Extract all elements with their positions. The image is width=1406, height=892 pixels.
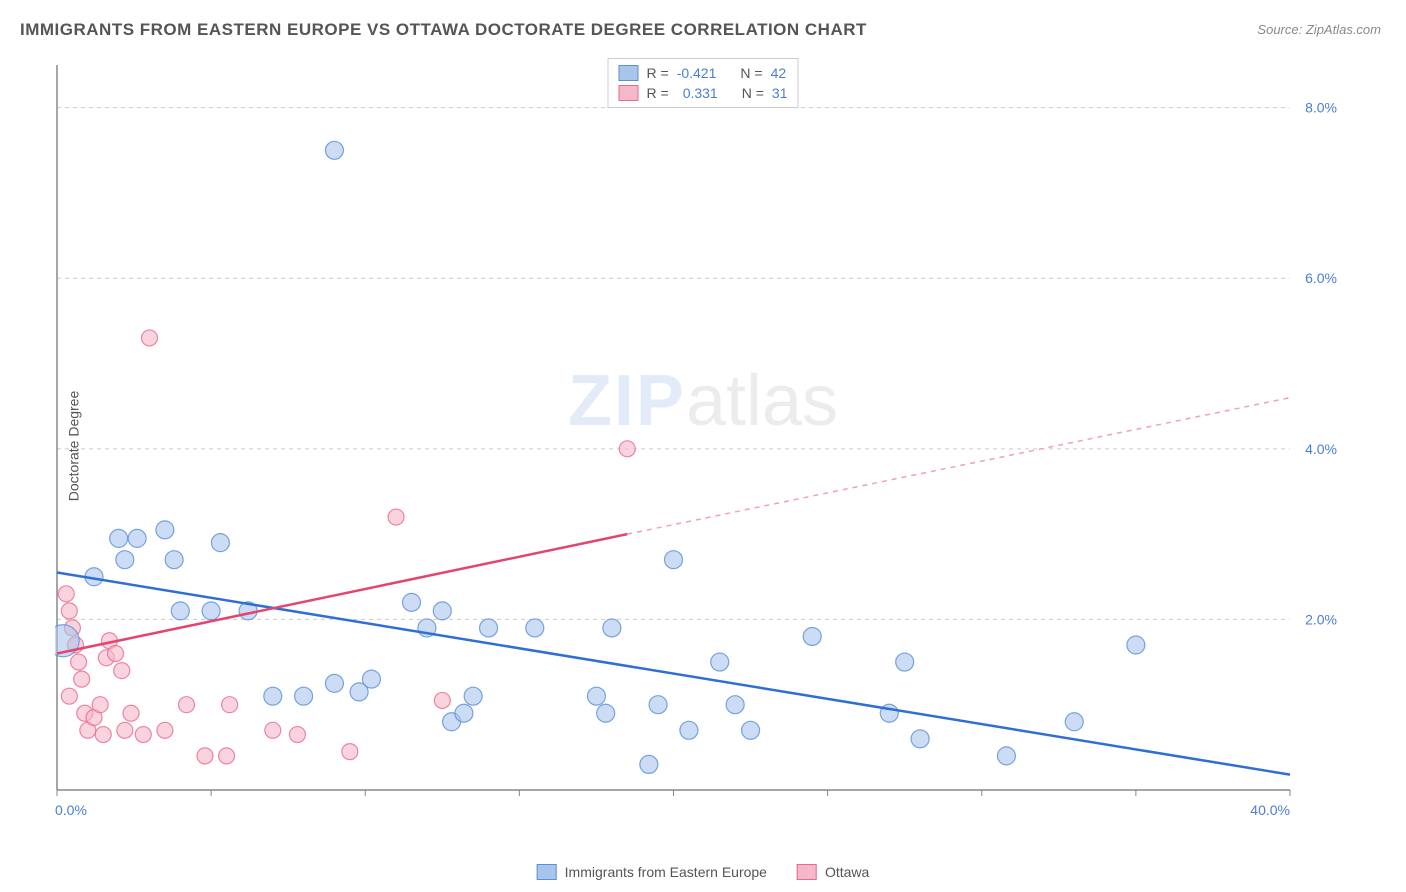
legend-bottom-item-2: Ottawa — [797, 864, 869, 880]
legend-swatch-series1 — [619, 65, 639, 81]
source-value: ZipAtlas.com — [1306, 22, 1381, 37]
legend-bottom-label-2: Ottawa — [825, 864, 869, 880]
legend-n-label-2: N = — [742, 85, 764, 101]
legend-n-value-2: 31 — [772, 85, 788, 101]
legend-swatch-bottom-2 — [797, 864, 817, 880]
legend-swatch-bottom-1 — [537, 864, 557, 880]
svg-text:0.0%: 0.0% — [55, 802, 87, 818]
legend-n-value-1: 42 — [771, 65, 787, 81]
legend-swatch-series2 — [619, 85, 639, 101]
legend-bottom-label-1: Immigrants from Eastern Europe — [565, 864, 767, 880]
legend-bottom-item-1: Immigrants from Eastern Europe — [537, 864, 767, 880]
svg-text:6.0%: 6.0% — [1305, 270, 1337, 286]
legend-row-series1: R = -0.421 N = 42 — [619, 63, 788, 83]
legend-r-label: R = — [647, 65, 669, 81]
legend-correlation-box: R = -0.421 N = 42 R = 0.331 N = 31 — [608, 58, 799, 108]
legend-row-series2: R = 0.331 N = 31 — [619, 83, 788, 103]
chart-plot-area: 2.0% 4.0% 6.0% 8.0% 0.0% 40.0% — [55, 55, 1345, 820]
source-label: Source: — [1257, 22, 1302, 37]
legend-bottom: Immigrants from Eastern Europe Ottawa — [537, 864, 870, 880]
legend-n-label: N = — [740, 65, 762, 81]
legend-r-value-2: 0.331 — [683, 85, 718, 101]
svg-text:4.0%: 4.0% — [1305, 441, 1337, 457]
source-attribution: Source: ZipAtlas.com — [1257, 22, 1381, 37]
legend-r-value-1: -0.421 — [677, 65, 717, 81]
chart-title: IMMIGRANTS FROM EASTERN EUROPE VS OTTAWA… — [20, 20, 867, 40]
chart-svg: 2.0% 4.0% 6.0% 8.0% 0.0% 40.0% — [55, 55, 1345, 820]
svg-text:2.0%: 2.0% — [1305, 611, 1337, 627]
svg-text:40.0%: 40.0% — [1250, 802, 1290, 818]
svg-text:8.0%: 8.0% — [1305, 100, 1337, 116]
legend-r-label-2: R = — [647, 85, 669, 101]
